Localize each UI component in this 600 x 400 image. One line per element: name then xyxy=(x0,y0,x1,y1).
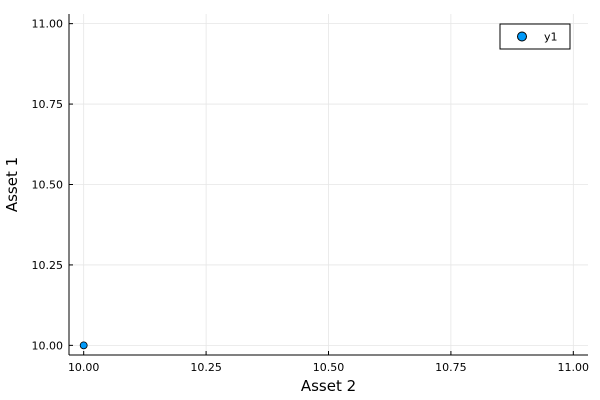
y-tick-label: 10.50 xyxy=(32,179,64,192)
y-ticks: 10.00 10.25 10.50 10.75 11.00 xyxy=(32,18,73,352)
legend-marker xyxy=(517,31,527,42)
x-tick-label: 11.00 xyxy=(558,361,590,374)
grid xyxy=(69,14,588,355)
x-tick-label: 10.50 xyxy=(313,361,345,374)
y-tick-label: 10.25 xyxy=(32,259,64,272)
y-tick-label: 10.75 xyxy=(32,98,64,111)
x-axis-title: Asset 2 xyxy=(301,377,356,395)
y-axis-title: Asset 1 xyxy=(3,157,21,212)
legend-label: y1 xyxy=(544,31,558,44)
x-tick-label: 10.00 xyxy=(68,361,100,374)
legend: y1 xyxy=(499,23,571,50)
y-tick-label: 11.00 xyxy=(32,18,64,31)
data-point xyxy=(79,341,88,350)
x-ticks: 10.00 10.25 10.50 10.75 11.00 xyxy=(68,351,589,374)
legend-box xyxy=(499,23,571,50)
x-tick-label: 10.25 xyxy=(190,361,222,374)
data-points xyxy=(79,341,88,350)
y-tick-label: 10.00 xyxy=(32,339,64,352)
x-tick-label: 10.75 xyxy=(435,361,467,374)
